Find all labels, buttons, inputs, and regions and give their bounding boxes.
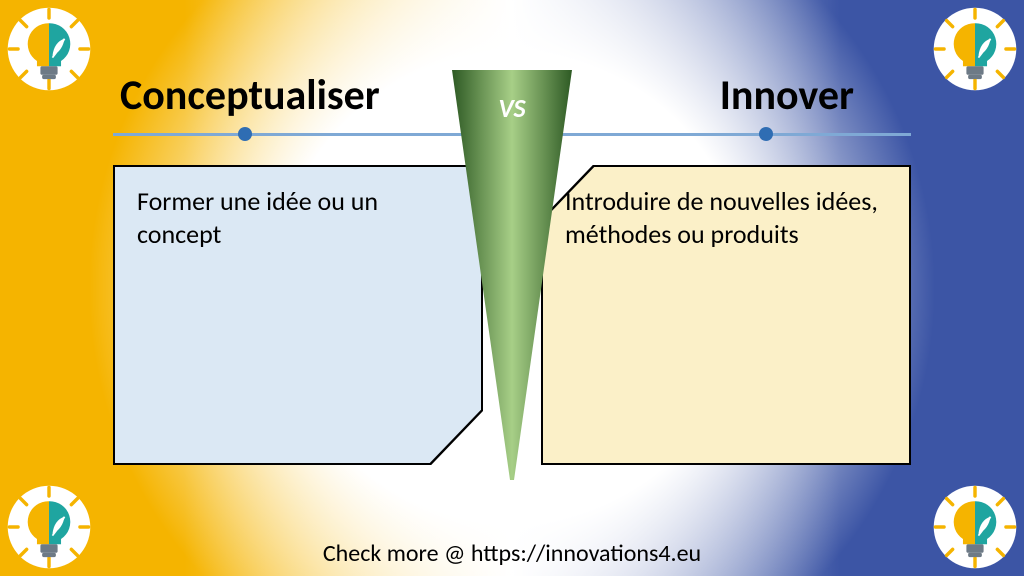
- heading-left: Conceptualiser: [120, 70, 380, 121]
- heading-right: Innover: [720, 70, 854, 121]
- card-right: Introduire de nouvelles idées, méthodes …: [541, 165, 911, 465]
- card-left-text: Former une idée ou un concept: [115, 167, 481, 463]
- card-right-text: Introduire de nouvelles idées, méthodes …: [543, 167, 909, 463]
- card-left: Former une idée ou un concept: [113, 165, 483, 465]
- rule-dot-left: [238, 127, 252, 141]
- vs-funnel-icon: [452, 70, 572, 480]
- rule-dot-right: [759, 127, 773, 141]
- footer-text: Check more @ https://innovations4.eu: [0, 539, 1024, 568]
- vs-label: VS: [498, 92, 525, 124]
